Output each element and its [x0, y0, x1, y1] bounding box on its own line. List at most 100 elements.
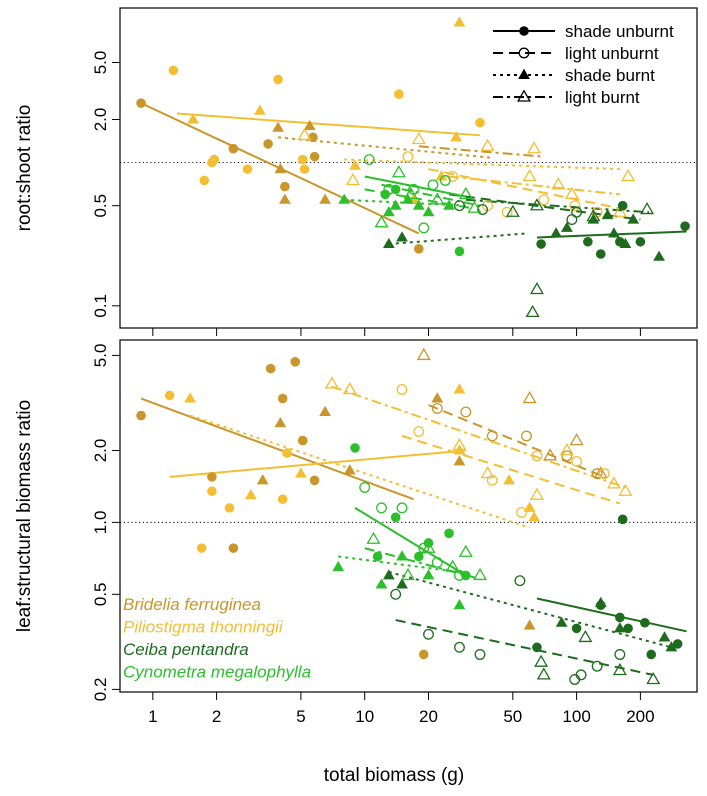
data-point-piliostigma-thonningii-su	[297, 154, 308, 165]
data-point-cynometra-megalophylla-lu	[418, 542, 430, 554]
data-point-ceiba-pentandra-su	[680, 221, 690, 231]
data-point-cynometra-megalophylla-lt	[366, 531, 381, 544]
data-point-ceiba-pentandra-sb	[627, 213, 640, 224]
species-label: Cynometra megalophylla	[123, 663, 311, 682]
data-point-ceiba-pentandra-sb	[594, 596, 607, 607]
data-point-piliostigma-thonningii-sb	[435, 170, 448, 181]
data-point-piliostigma-thonningii-lu	[531, 450, 543, 462]
data-point-piliostigma-thonningii-su	[394, 89, 404, 100]
data-point-piliostigma-thonningii-sb	[453, 16, 466, 27]
data-point-ceiba-pentandra-lu	[514, 575, 526, 587]
data-point-bridelia-ferruginea-lu	[431, 402, 443, 414]
fit-line-cynometra-megalophylla-su	[364, 175, 467, 198]
data-point-piliostigma-thonningii-lu	[396, 384, 408, 395]
fit-line-piliostigma-thonningii-lu	[428, 168, 626, 211]
data-point-ceiba-pentandra-lt	[646, 671, 661, 685]
data-point-cynometra-megalophylla-sb	[422, 206, 435, 217]
data-point-cynometra-megalophylla-lu	[359, 482, 371, 493]
data-point-ceiba-pentandra-lt	[505, 204, 520, 217]
y-tick-label: 1.0	[91, 511, 110, 535]
x-tick-label: 2	[212, 707, 221, 726]
data-point-ceiba-pentandra-sb	[550, 227, 562, 238]
data-point-piliostigma-thonningii-sb	[450, 131, 463, 142]
fit-line-piliostigma-thonningii-lt	[448, 175, 620, 196]
data-point-piliostigma-thonningii-su	[242, 164, 253, 174]
treatment-legend: shade unburnt light unburnt shade burnt lig…	[493, 22, 674, 107]
data-point-cynometra-megalophylla-lt	[458, 544, 473, 557]
data-point-ceiba-pentandra-lt	[529, 281, 544, 295]
data-point-bridelia-ferruginea-sb	[319, 193, 331, 204]
x-tick-label: 10	[355, 707, 374, 726]
x-tick-label: 100	[562, 707, 590, 726]
legend-entry: shade unburnt	[493, 22, 674, 41]
data-point-bridelia-ferruginea-su	[136, 410, 146, 421]
data-point-cynometra-megalophylla-lt	[400, 567, 415, 581]
data-point-piliostigma-thonningii-lt	[480, 138, 495, 151]
data-point-piliostigma-thonningii-lt	[612, 204, 627, 217]
legend-marker	[516, 89, 532, 102]
fit-line-ceiba-pentandra-sb	[388, 571, 672, 649]
data-point-cynometra-megalophylla-lt	[421, 540, 436, 553]
data-point-ceiba-pentandra-su	[571, 623, 582, 634]
data-point-piliostigma-thonningii-su	[168, 65, 179, 76]
data-point-piliostigma-thonningii-lu	[402, 151, 414, 163]
y-tick-label: 0.5	[91, 582, 110, 606]
data-point-ceiba-pentandra-lt	[536, 667, 551, 680]
data-point-piliostigma-thonningii-sb	[184, 392, 197, 403]
data-point-ceiba-pentandra-lu	[474, 649, 486, 660]
data-point-bridelia-ferruginea-su	[414, 244, 424, 254]
data-point-cynometra-megalophylla-lt	[391, 165, 406, 178]
fit-line-piliostigma-thonningii-su	[169, 449, 466, 478]
species-legend: Bridelia ferruginea Piliostigma thonningi…	[123, 595, 311, 682]
data-point-ceiba-pentandra-lu	[571, 206, 583, 218]
data-point-bridelia-ferruginea-su	[265, 363, 276, 374]
data-point-piliostigma-thonningii-su	[277, 494, 288, 505]
data-point-cynometra-megalophylla-lt	[458, 186, 473, 200]
data-point-ceiba-pentandra-su	[635, 236, 646, 247]
data-point-piliostigma-thonningii-su	[196, 543, 207, 553]
data-point-ceiba-pentandra-su	[640, 617, 650, 628]
data-point-bridelia-ferruginea-lt	[569, 433, 584, 446]
legend-entry: shade burnt	[493, 66, 655, 85]
data-point-piliostigma-thonningii-su	[199, 175, 210, 186]
data-point-cynometra-megalophylla-sb	[443, 199, 455, 210]
x-tick-label: 5	[296, 707, 305, 726]
data-point-piliostigma-thonningii-sb	[523, 501, 536, 512]
data-point-ceiba-pentandra-lu	[569, 674, 581, 685]
data-point-bridelia-ferruginea-sb	[274, 162, 287, 174]
data-point-ceiba-pentandra-su	[536, 239, 546, 249]
data-point-piliostigma-thonningii-lu	[538, 194, 550, 206]
data-point-ceiba-pentandra-su	[617, 514, 628, 525]
data-point-ceiba-pentandra-lt	[529, 198, 544, 211]
data-point-ceiba-pentandra-sb	[619, 237, 632, 249]
fit-line-ceiba-pentandra-sb	[388, 232, 527, 246]
data-point-cynometra-megalophylla-lt	[467, 200, 482, 213]
y-tick-label: 2.0	[91, 108, 110, 132]
data-point-cynometra-megalophylla-lu	[418, 222, 430, 234]
data-point-bridelia-ferruginea-su	[228, 143, 239, 154]
data-point-cynometra-megalophylla-lu	[439, 175, 451, 186]
data-point-bridelia-ferruginea-sb	[278, 193, 291, 204]
data-point-piliostigma-thonningii-lt	[606, 476, 621, 489]
data-point-piliostigma-thonningii-sb	[528, 511, 540, 522]
data-point-cynometra-megalophylla-lu	[363, 154, 375, 165]
fit-line-cynometra-megalophylla-lt	[364, 547, 481, 580]
data-point-piliostigma-thonningii-lt	[559, 442, 574, 456]
data-point-ceiba-pentandra-lt	[640, 202, 655, 215]
data-point-ceiba-pentandra-lt	[534, 654, 549, 667]
data-point-ceiba-pentandra-lu	[591, 660, 603, 672]
data-point-bridelia-ferruginea-su	[290, 357, 301, 367]
data-point-piliostigma-thonningii-lt	[480, 466, 495, 479]
data-point-piliostigma-thonningii-lt	[452, 437, 467, 451]
data-point-ceiba-pentandra-lt	[525, 304, 540, 318]
fit-line-piliostigma-thonningii-lt	[331, 385, 626, 489]
data-point-piliostigma-thonningii-lu	[501, 206, 513, 218]
data-point-piliostigma-thonningii-lt	[527, 141, 542, 154]
data-point-bridelia-ferruginea-lt	[522, 391, 537, 404]
data-point-ceiba-pentandra-su	[646, 649, 657, 660]
data-point-cynometra-megalophylla-lu	[454, 569, 465, 581]
data-point-cynometra-megalophylla-sb	[453, 599, 466, 610]
y-tick-label: 5.0	[91, 51, 110, 75]
data-point-bridelia-ferruginea-lu	[521, 430, 532, 442]
legend-marker	[519, 26, 529, 36]
